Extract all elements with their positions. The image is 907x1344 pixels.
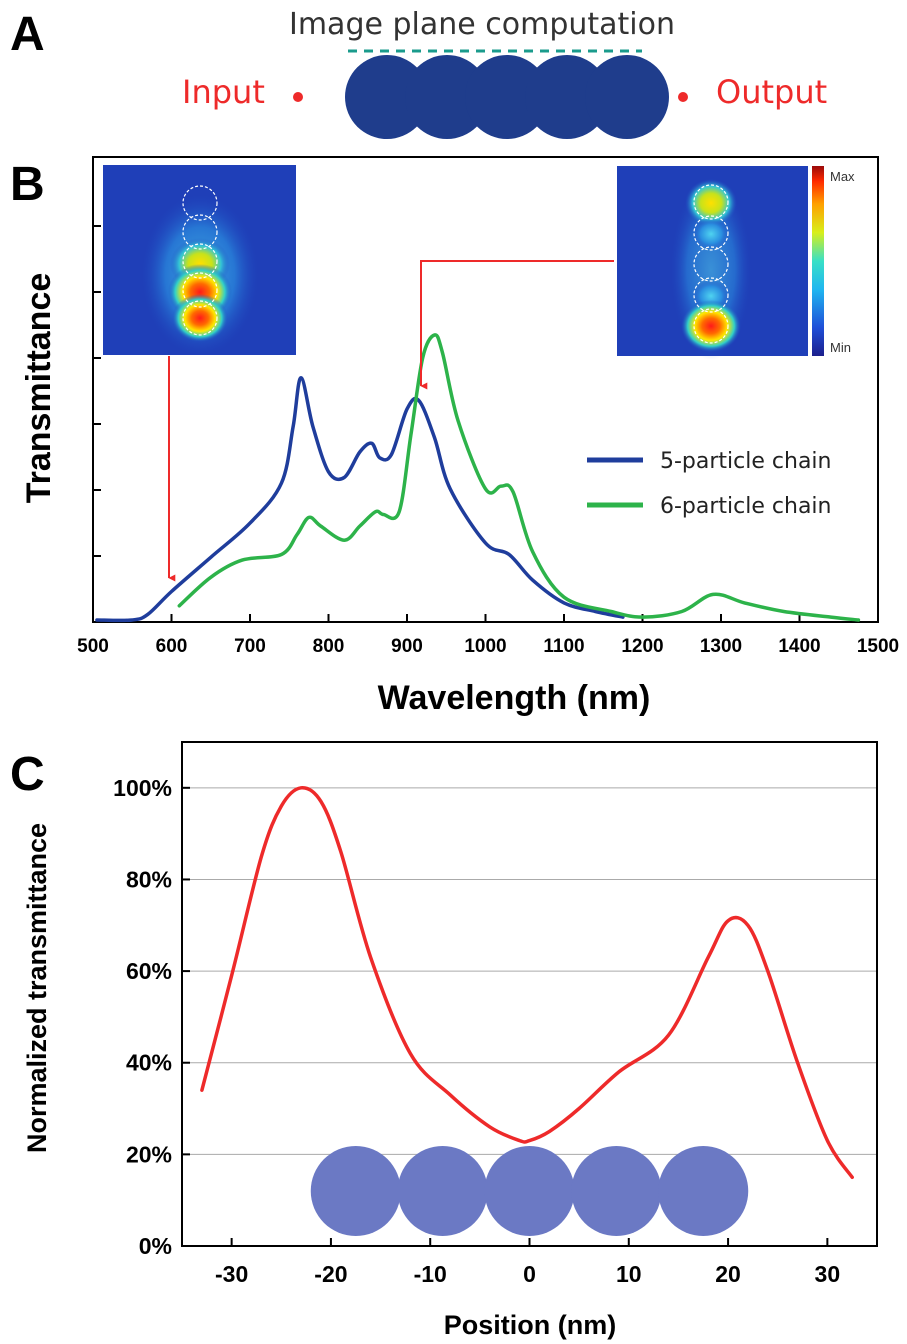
plot-c-xtick-label: 30	[815, 1261, 841, 1287]
plot-c-ytick-label: 80%	[126, 866, 172, 892]
output-point	[678, 92, 688, 102]
plot-b-xtick-label: 500	[77, 636, 109, 657]
plot-c-xtick-label: -10	[414, 1261, 447, 1287]
plot-c-line	[200, 786, 854, 1180]
particle-a-5	[585, 55, 669, 139]
plot-b-xtick-label: 1400	[778, 636, 820, 657]
plot-c-ytick-label: 60%	[126, 958, 172, 984]
plot-b-xtick-label: 700	[234, 636, 266, 657]
panel-a-letter: A	[10, 8, 45, 61]
transmittance-line	[200, 786, 854, 1180]
plot-b-xtick-label: 1100	[543, 636, 584, 657]
particle-c-4	[571, 1146, 662, 1236]
plot-c-grid	[182, 787, 877, 1155]
plot-c-xtick-label: 20	[715, 1261, 741, 1287]
particle-a-4	[525, 55, 609, 139]
particle-c-1	[310, 1146, 401, 1236]
particle-c-2	[397, 1146, 488, 1236]
particle-a-3	[465, 55, 549, 139]
plot-c-xtick-label: -20	[314, 1261, 347, 1287]
particle-c-3	[484, 1146, 575, 1236]
plot-b-xtick-label: 600	[156, 636, 188, 657]
particle-a-2	[405, 55, 489, 139]
series-line-5-particle	[95, 376, 625, 623]
output-label: Output	[716, 73, 827, 111]
particle-chain-c	[310, 1146, 749, 1236]
left-field-map-inset	[103, 165, 296, 355]
input-point	[293, 92, 303, 102]
input-label: Input	[182, 73, 265, 111]
particle-c-5	[658, 1146, 749, 1236]
plot-c-ytick-label: 20%	[126, 1141, 172, 1167]
plot-b-xtick-label: 800	[313, 636, 345, 657]
colorbar	[812, 166, 824, 356]
series-line-6-particle	[177, 333, 861, 622]
plot-b-xtick-label: 1000	[464, 636, 506, 657]
plot-c-xtick-label: -30	[215, 1261, 248, 1287]
legend-label-6-particle: 6-particle chain	[660, 494, 831, 519]
plot-b-xtick-label: 1300	[700, 636, 742, 657]
plot-c-ytick-label: 40%	[126, 1050, 172, 1076]
colorbar-max-label: Max	[830, 169, 855, 184]
plot-b-xtick-label: 900	[391, 636, 423, 657]
plot-b-xlabel: Wavelength (nm)	[378, 679, 651, 717]
plot-b-xtick-label: 1500	[857, 636, 899, 657]
legend-label-5-particle: 5-particle chain	[660, 449, 831, 474]
plot-b-ticks: 500 600 700 800 900 1000 1100 1200 1300 1400 1500	[77, 225, 899, 657]
panel-b-letter: B	[10, 158, 45, 211]
colorbar-min-label: Min	[830, 340, 851, 355]
plot-b-lines	[95, 333, 861, 623]
plot-b-legend: 5-particle chain 6-particle chain	[587, 449, 831, 519]
panel-c-letter: C	[10, 748, 45, 801]
particle-chain-a	[345, 55, 669, 139]
plot-c-xtick-label: 0	[523, 1261, 536, 1287]
plot-c-xtick-label: 10	[616, 1261, 642, 1287]
plot-c-xlabel: Position (nm)	[444, 1310, 616, 1340]
plot-b-ylabel: Transmittance	[20, 273, 58, 504]
arrow-right-inset	[420, 260, 614, 390]
plot-c-ylabel: Normalized transmittance	[22, 823, 52, 1153]
particle-a-1	[345, 55, 429, 139]
plot-c-ticks: 0% 20% 40% 60% 80% 100% -30 -20 -10 0 10 20 30	[113, 775, 840, 1287]
right-field-map-inset	[617, 166, 808, 360]
plot-c-ytick-label: 100%	[113, 775, 172, 801]
plot-c-ytick-label: 0%	[139, 1233, 172, 1259]
plot-b-xtick-label: 1200	[621, 636, 663, 657]
panel-a-title: Image plane computation	[289, 7, 675, 42]
